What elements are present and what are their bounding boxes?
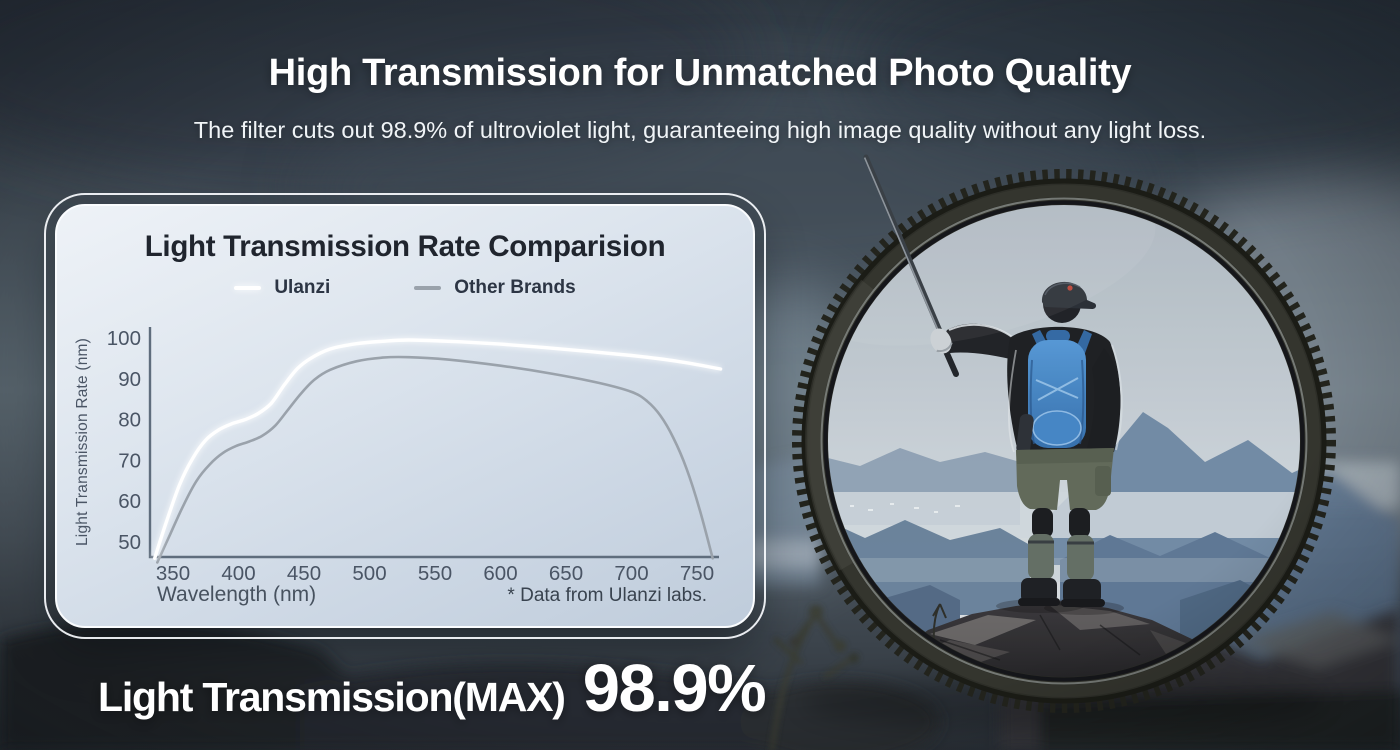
x-tick-label: 600 xyxy=(483,562,517,585)
y-tick-label: 50 xyxy=(118,531,141,554)
page-title: High Transmission for Unmatched Photo Qu… xyxy=(268,52,1132,94)
x-axis-title: Wavelength (nm) xyxy=(157,583,317,606)
x-tick-label: 700 xyxy=(614,562,648,585)
legend-item-other-brands: Other Brands xyxy=(414,277,576,299)
chart-title: Light Transmission Rate Comparision xyxy=(144,230,666,263)
chart-card: Light Transmission Rate Comparision Ulan… xyxy=(44,193,766,639)
transmission-max-label: Light Transmission(MAX) xyxy=(98,674,566,720)
page-subtitle: The filter cuts out 98.9% of ultroviolet… xyxy=(193,117,1207,143)
chart-axes xyxy=(148,327,719,559)
axis-note-row: Wavelength (nm) * Data from Ulanzi labs. xyxy=(157,583,707,607)
transmission-line-chart: 50 60 70 80 90 100 350 400 450 500 550 600 650 700 750… xyxy=(74,327,723,585)
max-transmission-caption: Light Transmission(MAX) 98.9% xyxy=(98,650,767,727)
y-tick-label: 80 xyxy=(118,409,141,432)
x-tick-label: 450 xyxy=(287,562,321,585)
x-tick-label: 500 xyxy=(352,562,386,585)
series-ulanzi-glow xyxy=(151,336,722,560)
legend-label-other-brands: Other Brands xyxy=(454,277,576,298)
y-tick-label: 100 xyxy=(107,327,141,350)
series-other-brands-line xyxy=(156,355,714,564)
y-tick-label: 60 xyxy=(118,490,141,513)
y-axis-title: Light Transmission Rate (nm) xyxy=(74,338,91,546)
y-tick-label: 70 xyxy=(118,449,141,472)
x-tick-label: 400 xyxy=(221,562,255,585)
legend-item-ulanzi: Ulanzi xyxy=(234,277,330,299)
legend-swatch-other-brands xyxy=(414,285,442,291)
legend-swatch-ulanzi xyxy=(234,285,262,291)
chart-legend: Ulanzi Other Brands xyxy=(57,277,753,299)
data-source-note: * Data from Ulanzi labs. xyxy=(507,585,707,606)
legend-label-ulanzi: Ulanzi xyxy=(274,277,331,298)
y-tick-label: 90 xyxy=(118,368,141,391)
x-tick-label: 350 xyxy=(156,562,190,585)
x-tick-label: 550 xyxy=(418,562,452,585)
x-tick-label: 750 xyxy=(680,562,714,585)
series-ulanzi-line xyxy=(153,338,723,560)
header: High Transmission for Unmatched Photo Qu… xyxy=(0,52,1400,144)
transmission-max-value: 98.9% xyxy=(582,651,767,726)
x-tick-label: 650 xyxy=(549,562,583,585)
